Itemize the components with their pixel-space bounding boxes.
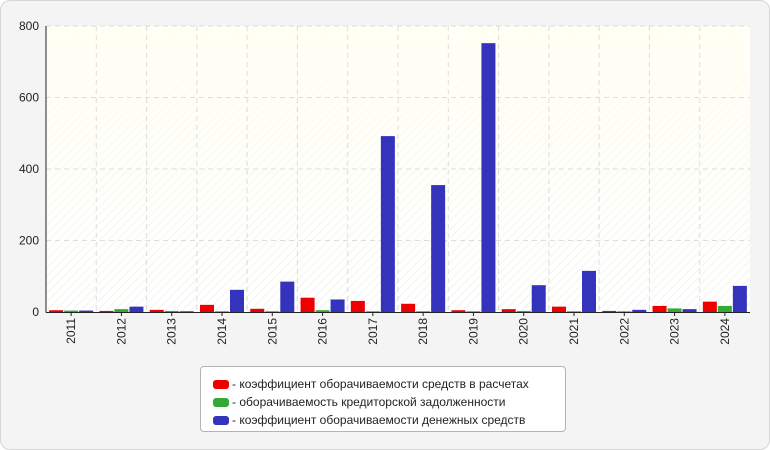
legend: - коэффициент оборачиваемости средств в … bbox=[200, 366, 566, 432]
bar-2012-series-3 bbox=[129, 306, 144, 312]
gridlines bbox=[46, 25, 750, 312]
y-tick-label: 0 bbox=[32, 305, 39, 319]
bar-2024-series-2 bbox=[717, 305, 732, 312]
legend-item-cash-turnover: - коэффициент оборачиваемости денежных с… bbox=[213, 411, 565, 429]
legend-label: оборачиваемость кредиторской задолженнос… bbox=[239, 395, 506, 409]
bar-2019-series-1 bbox=[451, 310, 466, 312]
bar-2022-series-2 bbox=[617, 311, 632, 312]
x-tick-label: 2016 bbox=[316, 318, 330, 345]
y-axis-ticks: 0 200 400 600 800 bbox=[19, 19, 39, 319]
bar-2018-series-2 bbox=[416, 311, 431, 312]
bar-2020-series-2 bbox=[516, 310, 531, 312]
y-tick-label: 400 bbox=[19, 162, 39, 176]
legend-label: коэффициент оборачиваемости денежных сре… bbox=[239, 413, 526, 427]
bar-2012-series-1 bbox=[99, 310, 114, 312]
y-tick-label: 800 bbox=[19, 19, 39, 33]
x-tick-label: 2012 bbox=[114, 318, 128, 345]
x-axis-ticks: 2011 2012 2013 2014 2015 2016 2017 2018 2019 2020… bbox=[64, 312, 732, 345]
bar-2011-series-1 bbox=[49, 310, 64, 312]
legend-dash: - bbox=[232, 413, 240, 427]
y-tick-label: 600 bbox=[19, 91, 39, 105]
x-tick-label: 2011 bbox=[64, 318, 78, 344]
legend-swatch-green bbox=[213, 397, 229, 407]
bar-2023-series-2 bbox=[667, 308, 682, 312]
bar-2013-series-2 bbox=[164, 310, 179, 312]
bar-2012-series-2 bbox=[114, 309, 129, 312]
bar-2023-series-1 bbox=[652, 305, 667, 312]
bar-2017-series-2 bbox=[365, 311, 380, 312]
legend-label: коэффициент оборачиваемости средств в ра… bbox=[239, 377, 529, 391]
bar-2022-series-1 bbox=[602, 310, 617, 312]
bar-2018-series-3 bbox=[431, 185, 446, 312]
bar-2024-series-1 bbox=[702, 301, 717, 312]
bar-2014-series-3 bbox=[230, 289, 244, 312]
x-tick-label: 2023 bbox=[668, 318, 682, 345]
x-tick-label: 2020 bbox=[517, 318, 531, 345]
y-tick-label: 200 bbox=[19, 234, 39, 248]
x-tick-label: 2018 bbox=[416, 318, 430, 345]
bar-2016-series-3 bbox=[330, 299, 345, 312]
bar-2020-series-3 bbox=[531, 285, 546, 312]
bar-2016-series-2 bbox=[315, 310, 330, 312]
bar-2016-series-1 bbox=[300, 297, 315, 312]
bar-2014-series-2 bbox=[215, 311, 229, 312]
legend-item-payables-turnover: - оборачиваемость кредиторской задолженн… bbox=[213, 393, 565, 411]
axes bbox=[45, 26, 750, 313]
x-tick-label: 2017 bbox=[366, 318, 380, 345]
x-tick-label: 2015 bbox=[265, 318, 279, 345]
bar-2019-series-3 bbox=[481, 43, 496, 312]
bar-2021-series-1 bbox=[552, 306, 566, 312]
legend-dash: - bbox=[232, 395, 240, 409]
x-tick-label: 2021 bbox=[567, 318, 581, 345]
bar-2022-series-3 bbox=[632, 309, 647, 312]
x-tick-label: 2022 bbox=[617, 318, 631, 345]
bar-2024-series-3 bbox=[732, 285, 747, 312]
x-tick-label: 2013 bbox=[165, 318, 179, 345]
bar-2011-series-3 bbox=[79, 310, 94, 312]
bar-2023-series-3 bbox=[682, 309, 697, 312]
bar-2013-series-1 bbox=[149, 309, 164, 312]
bar-2011-series-2 bbox=[64, 310, 79, 312]
bar-2017-series-1 bbox=[350, 300, 365, 312]
legend-swatch-red bbox=[213, 379, 229, 389]
x-tick-label: 2024 bbox=[718, 318, 732, 345]
bar-2021-series-3 bbox=[582, 270, 596, 312]
bar-2017-series-3 bbox=[380, 136, 395, 312]
bar-2019-series-2 bbox=[466, 311, 481, 312]
bar-2018-series-1 bbox=[401, 303, 416, 312]
bar-2014-series-1 bbox=[200, 304, 214, 312]
x-tick-label: 2019 bbox=[466, 318, 480, 345]
bar-2015-series-3 bbox=[280, 281, 295, 312]
legend-item-receivables-turnover: - коэффициент оборачиваемости средств в … bbox=[213, 375, 565, 393]
bar-2021-series-2 bbox=[567, 311, 581, 312]
bars bbox=[49, 43, 747, 312]
bar-2020-series-1 bbox=[501, 309, 516, 312]
bar-2013-series-3 bbox=[179, 311, 194, 312]
bar-2015-series-1 bbox=[250, 308, 265, 312]
legend-dash: - bbox=[232, 377, 240, 391]
bar-2015-series-2 bbox=[265, 311, 280, 312]
x-tick-label: 2014 bbox=[215, 318, 229, 345]
legend-swatch-blue bbox=[213, 415, 229, 425]
